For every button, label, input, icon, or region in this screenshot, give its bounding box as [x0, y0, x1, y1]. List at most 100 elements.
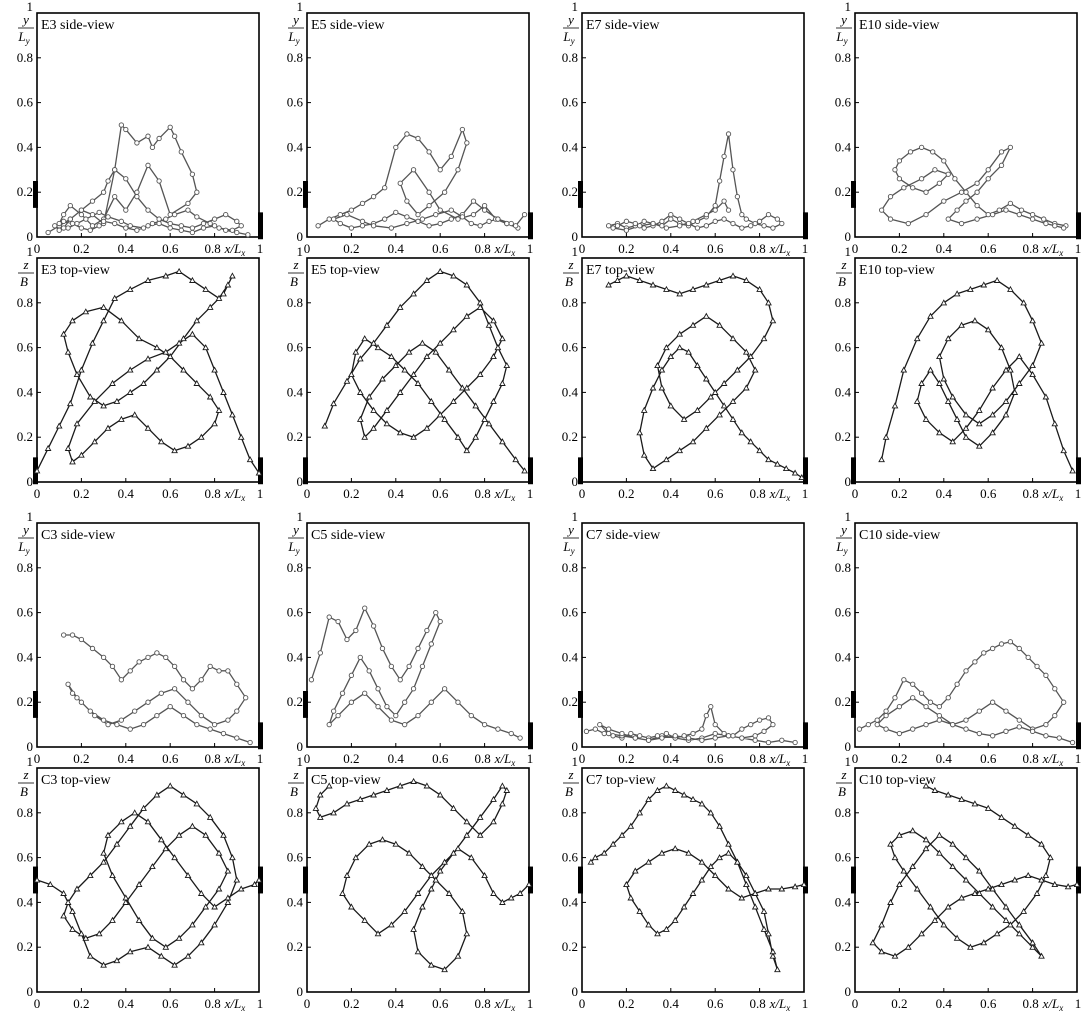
trajectory-point — [91, 397, 99, 404]
trajectory-point — [127, 223, 133, 229]
y-axis-label-denominator: Ly — [835, 29, 847, 46]
trajectory-point — [122, 898, 130, 905]
trajectory-point — [883, 726, 889, 732]
trajectory-point — [742, 348, 750, 355]
axis-label: x/Lx — [224, 241, 246, 258]
trajectory-point — [315, 223, 321, 229]
trajectory-point — [359, 218, 366, 224]
trajectory-point — [1015, 921, 1023, 928]
plot-frame — [36, 12, 260, 238]
trajectory-point — [1016, 645, 1022, 652]
axis-label-num: x/ — [494, 241, 506, 256]
trajectory-point — [1034, 663, 1040, 670]
axis-label: x/Lx — [224, 486, 246, 503]
y-tick-label: 0.2 — [562, 939, 578, 954]
axis-label: x/Lx — [494, 996, 516, 1013]
trajectory-point — [215, 406, 223, 413]
trajectory-point — [91, 438, 99, 445]
plot-frame — [581, 257, 805, 483]
panel-e3-top-view: 0 0.2 0.4 0.6 1 0.8 zB 0 0.2 0.4 0.6 0.8 1 x/Lx E3 top… — [17, 244, 264, 503]
trajectory-point — [433, 211, 439, 218]
trajectory-point — [971, 889, 979, 896]
trajectory-point — [211, 216, 218, 222]
trajectory-point — [463, 384, 471, 391]
trajectory-point — [406, 663, 412, 670]
trajectory-point — [734, 194, 741, 200]
y-tick-label: 0.6 — [562, 850, 579, 865]
x-tick-label: 0.6 — [980, 241, 997, 256]
trajectory-point — [913, 335, 921, 342]
trajectory-point — [918, 176, 925, 182]
trajectory-point — [220, 730, 227, 737]
trajectory-point — [993, 930, 1001, 937]
trajectory-point — [415, 211, 421, 218]
trajectory-point — [162, 943, 170, 950]
y-tick-label: 0.4 — [17, 894, 34, 909]
trajectory-point — [189, 225, 196, 231]
x-tick-label: 1 — [257, 996, 264, 1011]
x-tick-label: 1 — [802, 751, 809, 766]
trajectory-point — [343, 377, 351, 384]
trajectory-point — [167, 220, 173, 227]
trajectory-point — [963, 198, 969, 204]
y-tick-label: 0.2 — [562, 429, 578, 444]
trajectory-point — [379, 645, 386, 652]
outlet-marker — [803, 866, 808, 894]
trajectory-point — [748, 223, 754, 229]
trajectory-point — [958, 894, 965, 901]
trajectory-point — [180, 712, 187, 719]
trajectory-point — [963, 726, 969, 732]
y-axis-label-sub: y — [25, 36, 30, 46]
trajectory-point — [1002, 916, 1010, 923]
y-tick-label: 0 — [572, 229, 579, 244]
trajectory-point — [225, 668, 231, 674]
trajectory-point — [998, 880, 1005, 888]
trajectory-point — [712, 218, 718, 224]
y-tick-label: 1 — [572, 509, 579, 524]
y-tick-label: 1 — [572, 754, 579, 769]
trajectory-point — [798, 473, 806, 481]
x-tick-label: 1 — [802, 241, 809, 256]
y-axis-label-numerator: z — [567, 257, 573, 272]
trajectory-point — [592, 726, 598, 732]
trajectory-point — [415, 712, 421, 719]
trajectory-point — [396, 782, 404, 789]
trajectory-point — [481, 415, 488, 422]
trajectory-point — [985, 211, 991, 218]
trajectory-point — [194, 214, 200, 220]
trajectory-point — [189, 686, 196, 692]
trajectory-point — [989, 384, 996, 391]
trajectory-point — [437, 220, 443, 227]
trajectory-point — [583, 728, 590, 734]
x-tick-label: 0.8 — [1022, 751, 1038, 766]
x-tick-label: 0.8 — [1022, 486, 1038, 501]
trajectory-point — [237, 433, 245, 440]
x-tick-label: 0.2 — [891, 241, 907, 256]
y-tick-label: 0 — [845, 739, 852, 754]
y-tick-label: 1 — [297, 754, 304, 769]
y-tick-label: 0.6 — [287, 340, 304, 355]
trajectory-point — [370, 223, 377, 229]
trajectory-point — [949, 840, 957, 847]
trajectory-point — [114, 721, 120, 728]
x-tick-label: 0.8 — [204, 751, 220, 766]
trajectory-point — [663, 285, 670, 292]
x-tick-label: 0.4 — [118, 996, 135, 1011]
y-tick-label: 0.2 — [287, 939, 303, 954]
trajectory-point — [95, 930, 103, 937]
trajectory-point — [215, 294, 223, 301]
x-tick-label: 0.6 — [707, 996, 724, 1011]
trajectory-point — [118, 677, 125, 683]
trajectory-point — [468, 220, 474, 227]
y-axis-label-denominator: Ly — [562, 29, 574, 46]
trajectory-point — [423, 353, 431, 360]
x-tick-label: 0 — [579, 241, 586, 256]
trajectory-point — [654, 733, 661, 739]
y-tick-label: 1 — [572, 0, 579, 14]
trajectory-point — [974, 180, 980, 186]
trajectory-point — [729, 335, 737, 342]
trajectory-point — [856, 726, 863, 732]
trajectory-point — [721, 198, 727, 204]
y-tick-label: 0.4 — [835, 894, 852, 909]
trajectory-point — [614, 276, 621, 283]
